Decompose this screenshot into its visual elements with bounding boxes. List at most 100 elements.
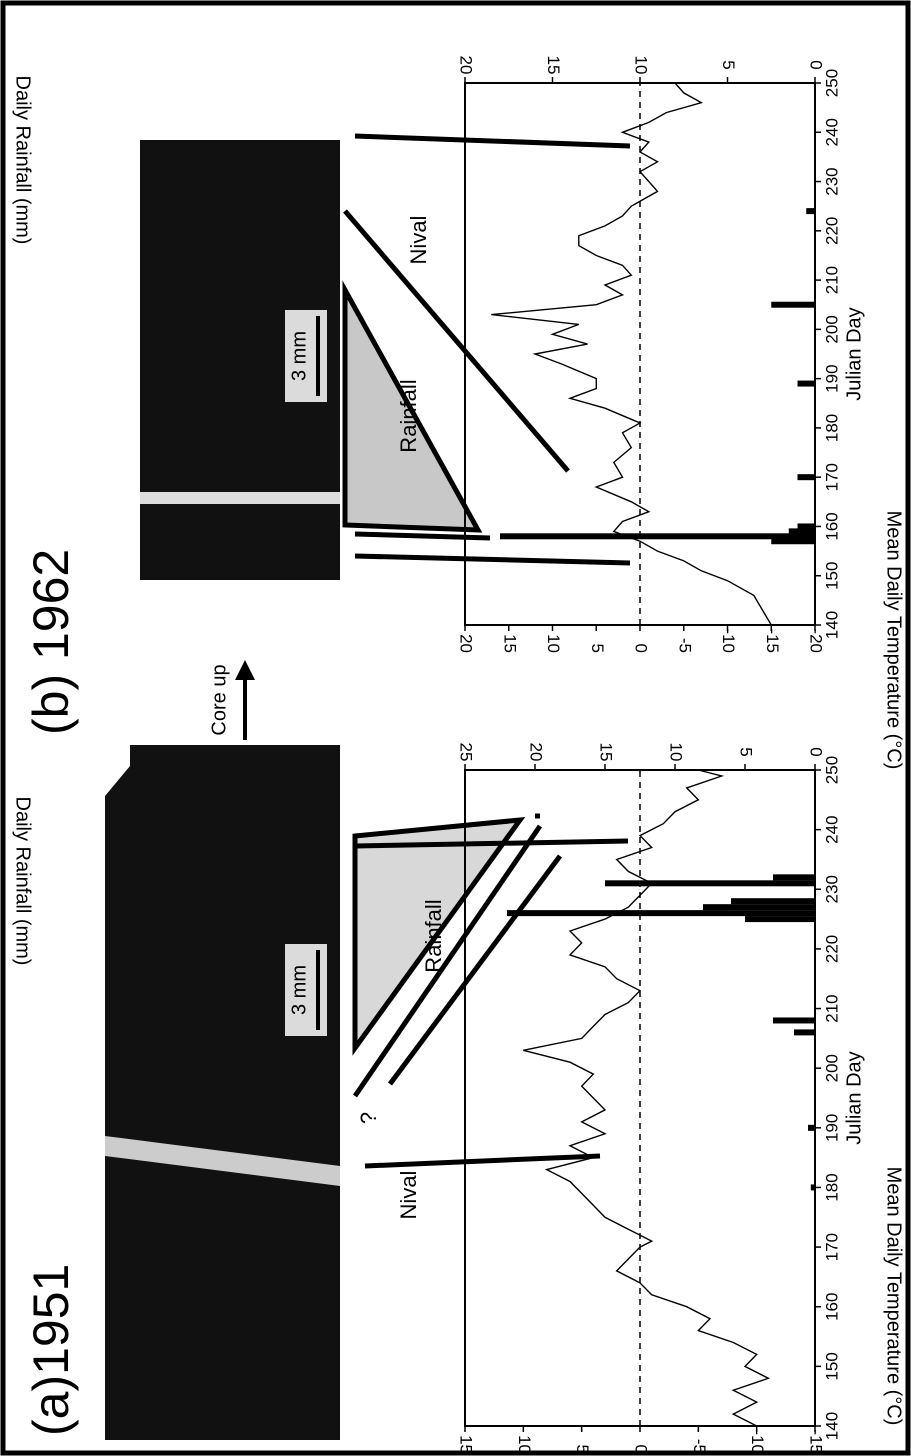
photo-band <box>105 745 130 796</box>
rain-bar <box>794 1029 815 1036</box>
y-tick-label: 15 <box>457 1435 476 1454</box>
annotation: Nival <box>406 216 431 265</box>
rain-bar <box>605 880 815 887</box>
x-tick-label: 140 <box>822 611 841 639</box>
connector <box>387 854 563 1086</box>
annotation: Rainfall <box>396 379 421 452</box>
y-tick-label: 5 <box>588 644 607 653</box>
y-tick-label: -5 <box>690 1439 709 1454</box>
photo-band <box>140 492 340 504</box>
rain-bar <box>797 380 815 387</box>
y-axis-label: Mean Daily Temperature (°C) <box>883 1167 905 1426</box>
y2-axis-label: Daily Rainfall (mm) <box>12 797 34 966</box>
y-axis-label: Mean Daily Temperature (°C) <box>883 511 905 770</box>
connector <box>354 838 629 849</box>
y-tick-label: 10 <box>515 1435 534 1454</box>
y2-tick-label: 0 <box>807 747 826 756</box>
photo-band <box>105 1136 340 1186</box>
rain-bar <box>797 523 815 530</box>
x-tick-label: 210 <box>822 994 841 1022</box>
connector-lines <box>343 133 631 1169</box>
temperature-line <box>523 769 771 1427</box>
y-tick-label: -15 <box>807 1429 826 1454</box>
x-tick-label: 250 <box>822 756 841 784</box>
y-tick-label: -5 <box>675 638 694 653</box>
rain-bar <box>806 208 815 215</box>
core-label: Core up <box>208 664 230 735</box>
x-tick-label: 150 <box>822 562 841 590</box>
panel-title: (a)1951 <box>23 1264 79 1436</box>
x-tick-label: 200 <box>822 1054 841 1082</box>
annotation: Nival <box>396 1171 421 1220</box>
rain-bar <box>808 1124 815 1131</box>
y2-tick-label: 5 <box>737 747 756 756</box>
x-tick-label: 150 <box>822 1352 841 1380</box>
y2-tick-label: 15 <box>597 743 616 762</box>
annotation: 3 mm <box>288 331 310 381</box>
y-tick-label: -10 <box>719 628 738 653</box>
y-tick-label: -20 <box>807 628 826 653</box>
y2-tick-label: 0 <box>807 60 826 69</box>
y2-tick-label: 10 <box>667 743 686 762</box>
rain-bar <box>771 538 815 545</box>
y-tick-label: 15 <box>500 634 519 653</box>
rain-bar <box>788 528 815 535</box>
annotation: Rainfall <box>421 899 446 972</box>
rain-bar <box>745 916 815 923</box>
x-axis-label: Julian Day <box>843 1051 865 1144</box>
x-tick-label: 250 <box>822 69 841 97</box>
x-tick-label: 160 <box>822 512 841 540</box>
annotation: 3 mm <box>288 965 310 1015</box>
x-tick-label: 200 <box>822 315 841 343</box>
x-tick-label: 160 <box>822 1293 841 1321</box>
y2-tick-label: 25 <box>457 743 476 762</box>
y-tick-label: 20 <box>457 634 476 653</box>
x-tick-label: 240 <box>822 118 841 146</box>
rainfall-wedge <box>342 280 483 533</box>
y2-tick-label: 20 <box>457 56 476 75</box>
rain-bar <box>703 904 815 911</box>
annotation: ? <box>356 1112 381 1124</box>
rain-bar <box>771 301 815 308</box>
x-tick-label: 180 <box>822 1173 841 1201</box>
x-tick-label: 140 <box>822 1412 841 1440</box>
x-tick-label: 230 <box>822 875 841 903</box>
y2-tick-label: 5 <box>719 60 738 69</box>
connector <box>354 553 631 566</box>
rain-bar <box>731 898 815 905</box>
connector <box>364 1153 601 1169</box>
connector <box>354 133 631 149</box>
x-tick-label: 190 <box>822 1114 841 1142</box>
y2-tick-label: 10 <box>632 56 651 75</box>
rainfall-wedge <box>352 816 526 1056</box>
y-tick-label: 10 <box>544 634 563 653</box>
y-tick-label: 0 <box>632 1445 651 1454</box>
rain-bar <box>797 474 815 481</box>
x-tick-label: 180 <box>822 414 841 442</box>
connector <box>354 531 491 541</box>
y-tick-label: 5 <box>573 1445 592 1454</box>
arrow-head <box>235 660 255 680</box>
rain-bar <box>507 910 815 917</box>
x-tick-label: 170 <box>822 1233 841 1261</box>
y-tick-label: -10 <box>748 1429 767 1454</box>
x-tick-label: 170 <box>822 463 841 491</box>
core-photo <box>140 140 340 580</box>
y2-tick-label: 15 <box>544 56 563 75</box>
rain-bar <box>773 1017 815 1024</box>
x-tick-label: 220 <box>822 217 841 245</box>
y-tick-label: 0 <box>632 644 651 653</box>
connector <box>343 209 570 473</box>
panel-title: (b) 1962 <box>23 549 79 735</box>
x-tick-label: 210 <box>822 266 841 294</box>
x-axis-label: Julian Day <box>843 307 865 400</box>
y2-axis-label: Daily Rainfall (mm) <box>12 76 34 245</box>
x-tick-label: 230 <box>822 167 841 195</box>
landscape-frame: Core up (a)1951 1401501601701801902002102… <box>12 56 905 1454</box>
rain-bar <box>500 533 815 540</box>
temperature-line <box>491 82 772 626</box>
core-photo <box>105 745 340 1440</box>
rain-bar <box>810 1184 815 1191</box>
x-tick-label: 220 <box>822 935 841 963</box>
